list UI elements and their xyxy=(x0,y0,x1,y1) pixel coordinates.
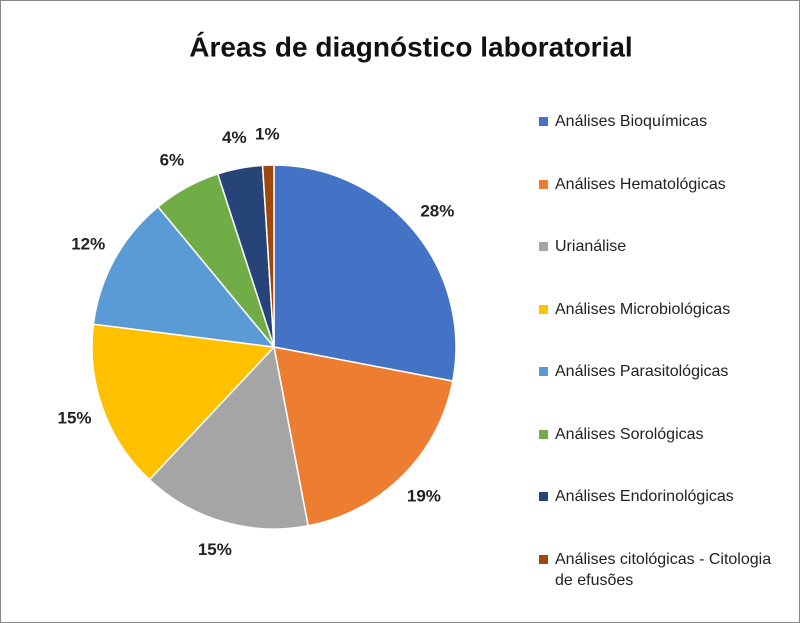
pie-slice xyxy=(273,164,457,382)
legend-item: Análises Bioquímicas xyxy=(539,111,789,132)
data-label: 1% xyxy=(255,125,280,144)
data-label: 4% xyxy=(222,128,247,147)
legend-swatch xyxy=(539,117,548,126)
legend-item: Análises Parasitológicas xyxy=(539,361,789,382)
pie-slice xyxy=(92,205,276,348)
legend-label: Análises Endorinológicas xyxy=(555,488,734,505)
legend-item: Análises Sorológicas xyxy=(539,424,789,445)
data-label: 12% xyxy=(71,234,105,253)
legend-item: Análises Hematológicas xyxy=(539,174,789,195)
legend-label: Urianálise xyxy=(555,238,627,255)
legend-label: Análises citológicas - Citologia de efus… xyxy=(555,550,772,589)
legend-label: Análises Hematológicas xyxy=(555,175,726,193)
legend-label: Análises Parasitológicas xyxy=(555,363,729,380)
legend-swatch xyxy=(539,367,548,376)
pie-slice xyxy=(91,323,276,481)
legend-item: Análises citológicas - Citologia de efus… xyxy=(539,549,789,591)
legend-swatch xyxy=(539,242,548,251)
legend-label: Análises Bioquímicas xyxy=(555,113,708,130)
legend-label: Análises Sorológicas xyxy=(555,425,704,443)
legend-item: Urianálise xyxy=(539,236,789,257)
legend-swatch xyxy=(539,554,548,564)
legend-item: Análises Endorinológicas xyxy=(539,486,789,507)
legend-swatch xyxy=(539,179,548,189)
legend-label: Análises Microbiológicas xyxy=(555,300,731,318)
pie-slice xyxy=(148,345,309,530)
chart-title: Áreas de diagnóstico laboratorial xyxy=(189,31,632,62)
data-label: 15% xyxy=(198,540,232,559)
legend-swatch xyxy=(539,492,548,501)
legend-swatch xyxy=(539,304,548,314)
data-label: 6% xyxy=(160,151,185,170)
data-label: 19% xyxy=(407,486,441,505)
data-label: 15% xyxy=(58,408,92,427)
legend-swatch xyxy=(539,429,548,439)
pie-slice xyxy=(261,164,275,348)
legend-item: Análises Microbiológicas xyxy=(539,299,789,320)
pie-slice xyxy=(273,346,454,527)
data-label: 28% xyxy=(420,201,454,220)
